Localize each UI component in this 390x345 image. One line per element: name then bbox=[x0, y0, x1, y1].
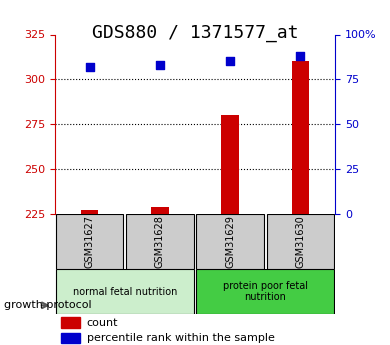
Text: normal fetal nutrition: normal fetal nutrition bbox=[73, 287, 177, 296]
FancyBboxPatch shape bbox=[267, 214, 334, 269]
Text: GSM31627: GSM31627 bbox=[85, 215, 95, 268]
FancyBboxPatch shape bbox=[56, 269, 193, 314]
FancyBboxPatch shape bbox=[197, 214, 264, 269]
Bar bbox=[222, 115, 239, 214]
Text: count: count bbox=[87, 318, 118, 328]
Bar bbox=[81, 210, 98, 214]
Text: GSM31629: GSM31629 bbox=[225, 215, 235, 268]
Point bbox=[87, 64, 93, 70]
Text: GSM31630: GSM31630 bbox=[295, 215, 305, 268]
Bar bbox=[61, 317, 80, 328]
FancyBboxPatch shape bbox=[56, 214, 123, 269]
Text: protein poor fetal
nutrition: protein poor fetal nutrition bbox=[223, 281, 308, 302]
FancyBboxPatch shape bbox=[126, 214, 193, 269]
Bar bbox=[291, 61, 309, 214]
Point bbox=[297, 53, 303, 59]
Point bbox=[157, 62, 163, 68]
FancyBboxPatch shape bbox=[197, 269, 334, 314]
Text: growth protocol: growth protocol bbox=[4, 300, 92, 310]
Text: GDS880 / 1371577_at: GDS880 / 1371577_at bbox=[92, 24, 298, 42]
Bar bbox=[61, 333, 80, 344]
Text: GSM31628: GSM31628 bbox=[155, 215, 165, 268]
Bar bbox=[151, 207, 169, 214]
Text: percentile rank within the sample: percentile rank within the sample bbox=[87, 333, 275, 343]
Point bbox=[227, 59, 233, 64]
